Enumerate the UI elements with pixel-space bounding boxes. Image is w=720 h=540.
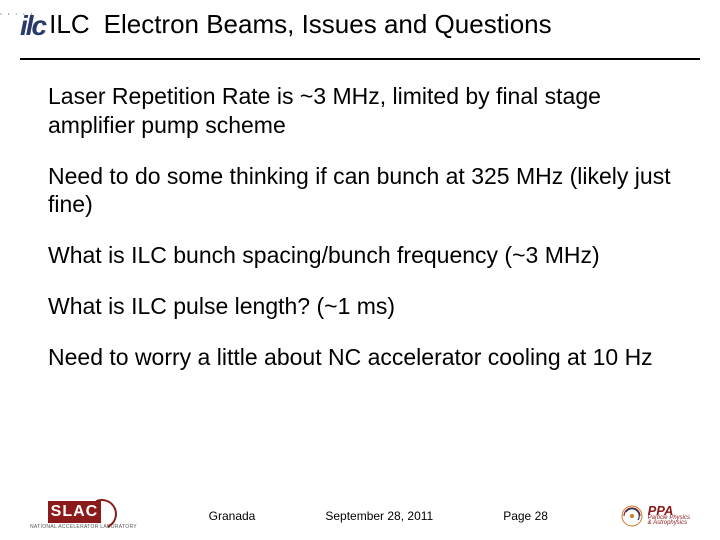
footer-location: Granada bbox=[209, 509, 256, 523]
slac-logo-box: SLAC bbox=[48, 501, 120, 523]
footer-date: September 28, 2011 bbox=[325, 509, 433, 523]
ilc-logo-text: ILC bbox=[49, 9, 89, 40]
slac-logo-arc-icon bbox=[101, 501, 119, 523]
paragraph: Laser Repetition Rate is ~3 MHz, limited… bbox=[48, 82, 672, 140]
slac-logo-subtitle: NATIONAL ACCELERATOR LABORATORY bbox=[30, 524, 137, 530]
ilc-logo-dots: · · · · · bbox=[0, 12, 35, 18]
ppa-text: PPA Particle Physics & Astrophysics bbox=[648, 505, 690, 526]
ilc-logo: · · · · · ilc bbox=[20, 10, 45, 42]
ppa-small-line2: & Astrophysics bbox=[648, 521, 690, 526]
paragraph: What is ILC bunch spacing/bunch frequenc… bbox=[48, 241, 672, 270]
footer: SLAC NATIONAL ACCELERATOR LABORATORY Gra… bbox=[0, 501, 720, 530]
ppa-swirl-icon bbox=[620, 504, 644, 528]
paragraph: What is ILC pulse length? (~1 ms) bbox=[48, 292, 672, 321]
slac-logo: SLAC NATIONAL ACCELERATOR LABORATORY bbox=[30, 501, 137, 530]
header: · · · · · ilc ILC Electron Beams, Issues… bbox=[0, 0, 720, 42]
slide-title: Electron Beams, Issues and Questions bbox=[104, 9, 552, 40]
footer-center: Granada September 28, 2011 Page 28 bbox=[209, 509, 548, 523]
ppa-logo: PPA Particle Physics & Astrophysics bbox=[620, 504, 690, 528]
paragraph: Need to do some thinking if can bunch at… bbox=[48, 162, 672, 220]
paragraph: Need to worry a little about NC accelera… bbox=[48, 343, 672, 372]
footer-page: Page 28 bbox=[503, 509, 548, 523]
content-area: Laser Repetition Rate is ~3 MHz, limited… bbox=[0, 60, 720, 371]
